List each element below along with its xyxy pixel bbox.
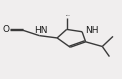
- Text: NH: NH: [85, 26, 99, 35]
- Text: O: O: [2, 25, 9, 34]
- Text: methyl: methyl: [66, 15, 70, 16]
- Text: HN: HN: [34, 26, 47, 35]
